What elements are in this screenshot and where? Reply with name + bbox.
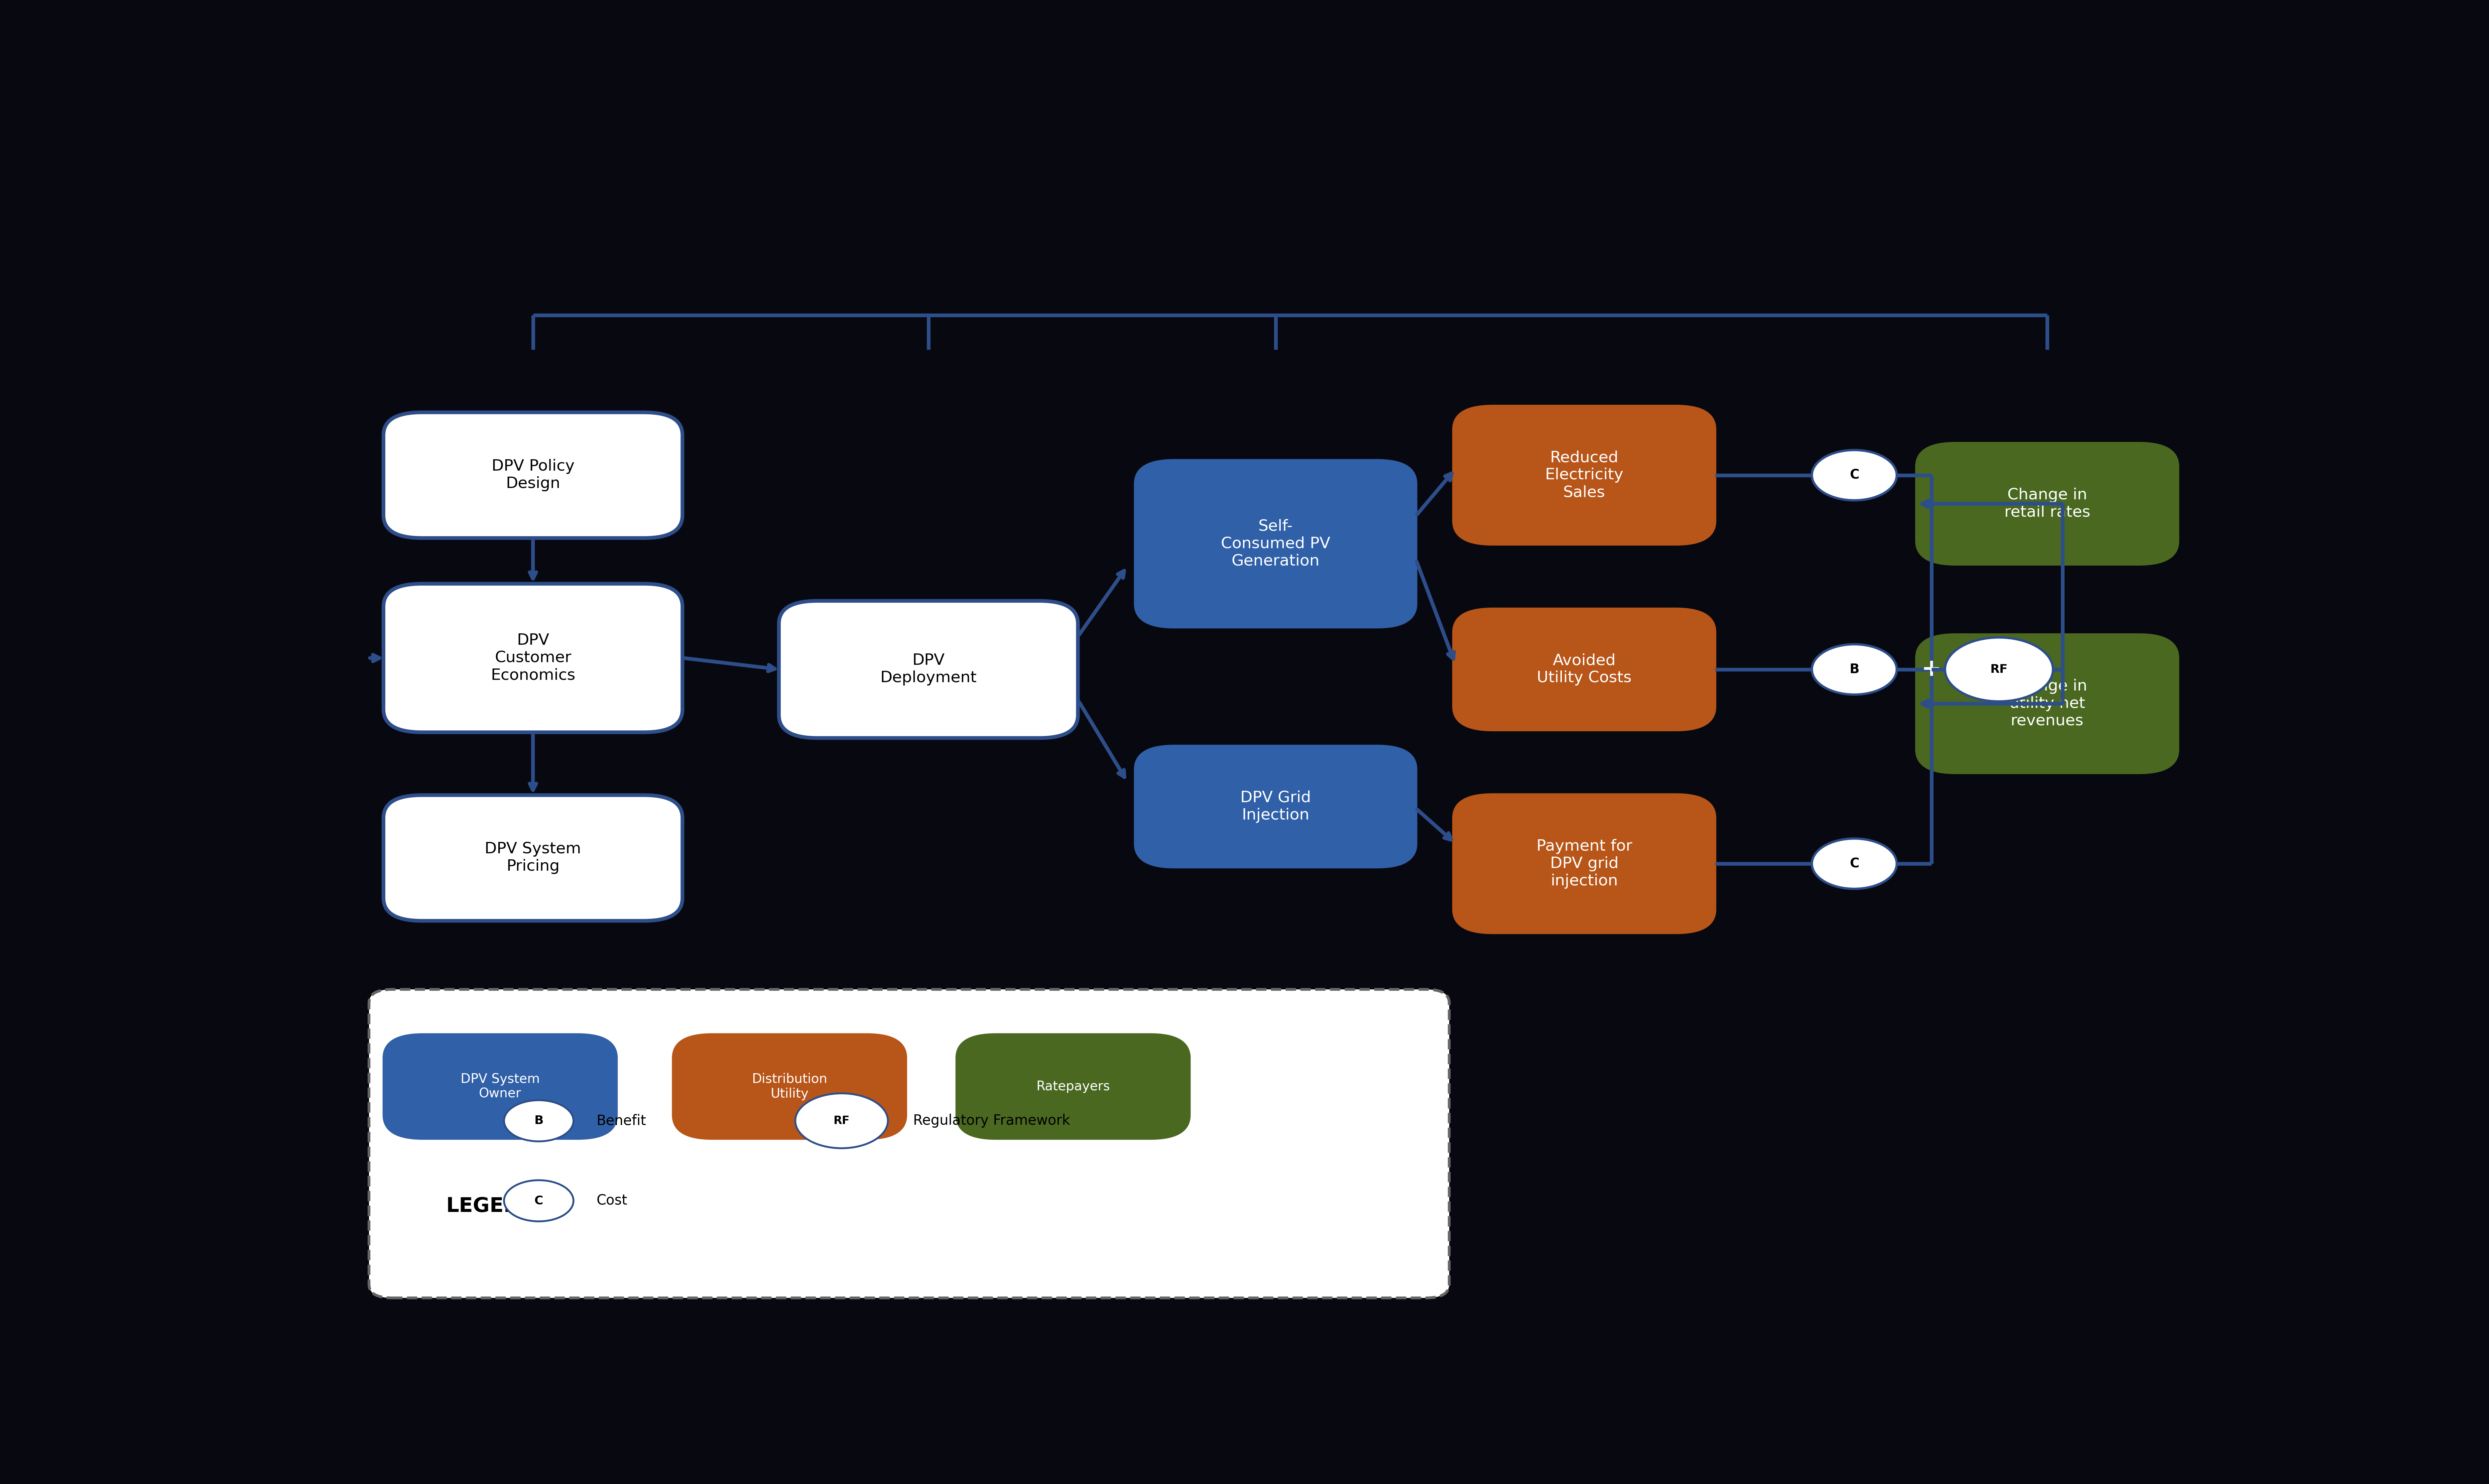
FancyBboxPatch shape (383, 413, 682, 539)
Text: LEGEND: LEGEND (446, 1196, 538, 1217)
Text: DPV System
Pricing: DPV System Pricing (485, 841, 580, 874)
Text: C: C (1849, 469, 1859, 481)
FancyBboxPatch shape (1135, 462, 1416, 626)
FancyBboxPatch shape (1454, 610, 1715, 730)
FancyBboxPatch shape (1454, 795, 1715, 932)
FancyBboxPatch shape (779, 601, 1078, 738)
Text: DPV
Customer
Economics: DPV Customer Economics (490, 634, 575, 683)
Circle shape (1812, 644, 1897, 695)
Circle shape (1944, 638, 2053, 702)
Text: DPV
Deployment: DPV Deployment (881, 653, 976, 686)
FancyBboxPatch shape (958, 1036, 1190, 1138)
Circle shape (796, 1094, 889, 1149)
FancyBboxPatch shape (1917, 635, 2178, 772)
Text: B: B (1849, 663, 1859, 675)
FancyBboxPatch shape (383, 795, 682, 920)
Text: Cost: Cost (597, 1193, 627, 1208)
FancyBboxPatch shape (1135, 746, 1416, 867)
Text: DPV System
Owner: DPV System Owner (460, 1073, 540, 1100)
Text: Change in
utility net
revenues: Change in utility net revenues (2006, 678, 2088, 729)
Text: Distribution
Utility: Distribution Utility (752, 1073, 826, 1100)
FancyBboxPatch shape (675, 1036, 906, 1138)
Text: Payment for
DPV grid
injection: Payment for DPV grid injection (1536, 838, 1633, 889)
FancyBboxPatch shape (1454, 407, 1715, 543)
Text: RF: RF (1991, 663, 2009, 675)
Text: Avoided
Utility Costs: Avoided Utility Costs (1536, 653, 1633, 686)
Circle shape (1812, 838, 1897, 889)
Text: RF: RF (834, 1116, 849, 1126)
FancyBboxPatch shape (383, 583, 682, 732)
Text: DPV Grid
Injection: DPV Grid Injection (1240, 791, 1312, 822)
Text: Ratepayers: Ratepayers (1035, 1080, 1110, 1092)
Circle shape (503, 1100, 572, 1141)
Text: Regulatory Framework: Regulatory Framework (913, 1114, 1070, 1128)
Circle shape (503, 1180, 572, 1221)
Text: B: B (535, 1114, 543, 1126)
Text: +: + (1922, 657, 1941, 681)
FancyBboxPatch shape (1917, 444, 2178, 564)
Text: C: C (535, 1195, 543, 1206)
Text: Change in
retail rates: Change in retail rates (2004, 488, 2091, 519)
Text: C: C (1849, 858, 1859, 870)
Circle shape (1812, 450, 1897, 500)
FancyBboxPatch shape (383, 1036, 615, 1138)
FancyBboxPatch shape (368, 990, 1449, 1298)
Text: Benefit: Benefit (597, 1114, 647, 1128)
Text: DPV Policy
Design: DPV Policy Design (490, 459, 575, 491)
Text: Reduced
Electricity
Sales: Reduced Electricity Sales (1546, 450, 1623, 500)
Text: Self-
Consumed PV
Generation: Self- Consumed PV Generation (1222, 519, 1329, 568)
